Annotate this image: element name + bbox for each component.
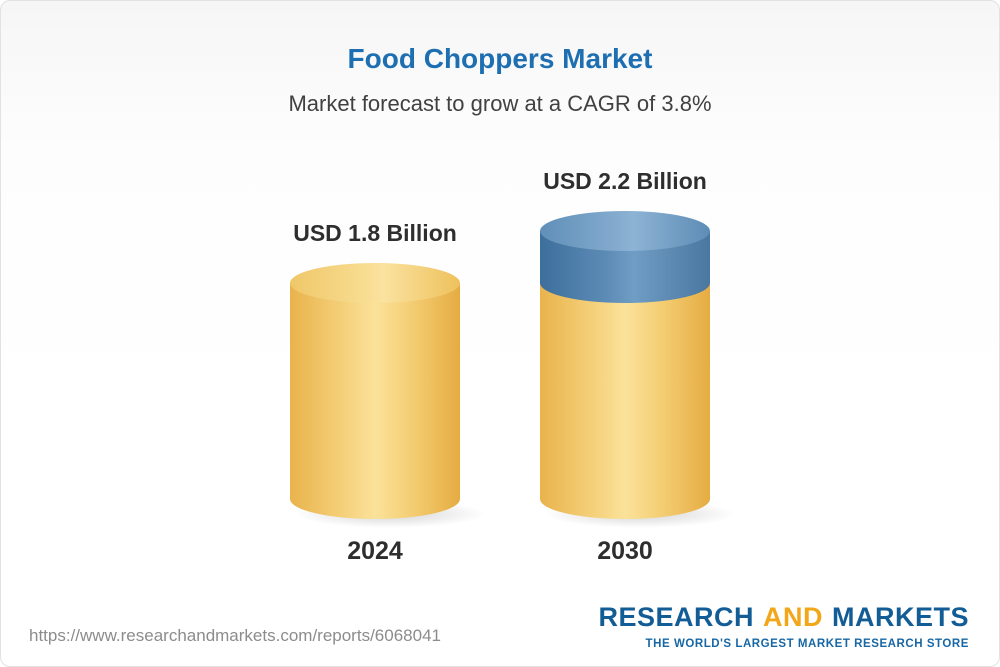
logo-word-research: RESEARCH xyxy=(598,602,754,632)
bar-2024-body xyxy=(290,283,460,519)
bar-group-2024: USD 1.8 Billion 2024 xyxy=(290,220,486,566)
bar-value-label-2024: USD 1.8 Billion xyxy=(293,220,457,247)
logo-wordmark: RESEARCH AND MARKETS xyxy=(598,602,969,633)
x-axis-label-2030: 2030 xyxy=(597,537,653,565)
logo-word-and: AND xyxy=(763,602,823,632)
logo-word-markets: MARKETS xyxy=(832,602,969,632)
bar-2024-top-ellipse xyxy=(290,263,460,304)
chart-subtitle: Market forecast to grow at a CAGR of 3.8… xyxy=(288,91,712,116)
logo-tagline: THE WORLD'S LARGEST MARKET RESEARCH STOR… xyxy=(645,638,969,650)
chart-title: Food Choppers Market xyxy=(347,43,653,74)
x-axis-label-2024: 2024 xyxy=(347,537,403,565)
bar-2030 xyxy=(540,210,736,529)
bar-value-label-2030: USD 2.2 Billion xyxy=(543,167,707,194)
bar-group-2030: USD 2.2 Billion 2030 xyxy=(540,167,736,566)
bar-2030-top-ellipse xyxy=(540,210,710,251)
bar-2030-base-body xyxy=(540,283,710,519)
research-and-markets-logo: RESEARCH AND MARKETS THE WORLD'S LARGEST… xyxy=(598,602,969,650)
bar-chart: USD 1.8 Billion 2024 USD 2.2 Billion 203… xyxy=(1,1,999,566)
bar-2024 xyxy=(290,263,486,528)
report-url-link[interactable]: https://www.researchandmarkets.com/repor… xyxy=(29,626,441,645)
